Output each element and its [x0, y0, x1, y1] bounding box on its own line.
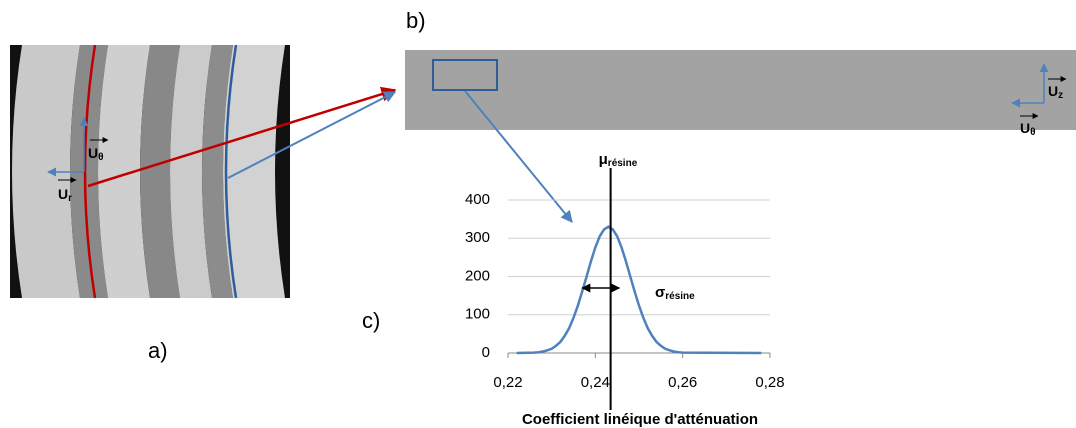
x-tick-label: 0,26: [668, 374, 697, 391]
vector-main: U: [1048, 83, 1058, 99]
vector-label: Uz: [1048, 83, 1063, 101]
roi-box: [432, 59, 498, 91]
label-sub: résine: [608, 158, 638, 169]
y-tick-label: 300: [465, 229, 490, 246]
label-main: μ: [599, 151, 608, 168]
vector-sub: θ: [1030, 127, 1035, 138]
sigma-label: σrésine: [655, 284, 695, 302]
y-tick-label: 100: [465, 306, 490, 323]
vector-main: U: [88, 145, 98, 161]
y-tick-label: 0: [482, 344, 490, 361]
x-tick-label: 0,24: [581, 374, 610, 391]
histogram-line: [516, 225, 762, 355]
x-axis-title: Coefficient linéique d'atténuation: [522, 411, 758, 428]
vector-main: U: [1020, 120, 1030, 136]
panel-label: c): [362, 308, 380, 333]
connector-arrow: [227, 91, 397, 179]
vector-label: Uθ: [1020, 120, 1036, 138]
label-sub: résine: [665, 291, 695, 302]
x-tick-label: 0,22: [493, 374, 522, 391]
vector-main: U: [58, 186, 68, 202]
vector-label: Uθ: [88, 145, 104, 163]
y-tick-label: 400: [465, 191, 490, 208]
resin-strip: [405, 50, 1076, 130]
panel-label: b): [406, 8, 426, 33]
y-tick-label: 200: [465, 267, 490, 284]
vector-sub: r: [68, 193, 72, 204]
vector-sub: θ: [98, 152, 103, 163]
vector-sub: z: [1058, 90, 1063, 101]
label-main: σ: [655, 284, 665, 301]
ct-slice: [10, 45, 290, 298]
connector-arrow: [87, 86, 397, 188]
panel-label: a): [148, 338, 168, 363]
vector-label: Ur: [58, 186, 72, 204]
x-tick-label: 0,28: [755, 374, 784, 391]
mean-label: μrésine: [599, 151, 638, 169]
